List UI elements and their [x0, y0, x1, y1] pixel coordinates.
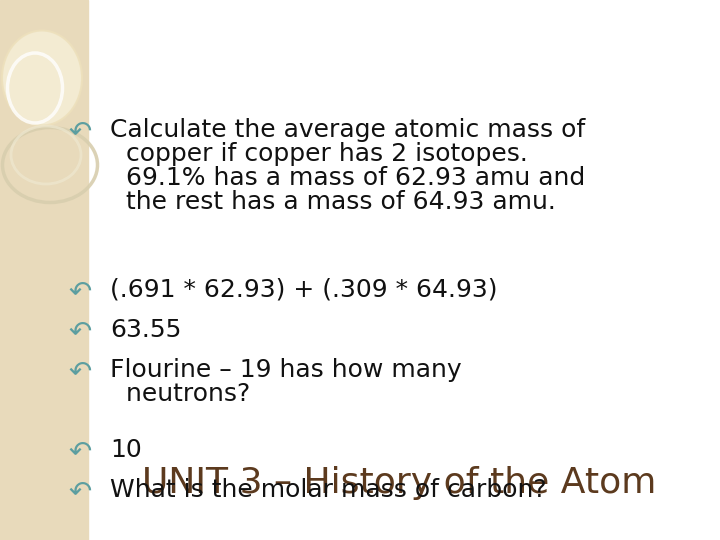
- Text: 63.55: 63.55: [110, 318, 181, 342]
- Text: Flourine – 19 has how many: Flourine – 19 has how many: [110, 358, 462, 382]
- Text: ↶: ↶: [68, 278, 92, 306]
- Text: ↶: ↶: [68, 478, 92, 506]
- Bar: [0, 0, 88, 540]
- Text: ↶: ↶: [68, 318, 92, 346]
- Text: neutrons?: neutrons?: [110, 382, 251, 406]
- Text: (.691 * 62.93) + (.309 * 64.93): (.691 * 62.93) + (.309 * 64.93): [110, 278, 498, 302]
- Text: copper if copper has 2 isotopes.: copper if copper has 2 isotopes.: [110, 142, 528, 166]
- Text: ↶: ↶: [68, 358, 92, 386]
- Text: Calculate the average atomic mass of: Calculate the average atomic mass of: [110, 118, 585, 142]
- Text: What is the molar mass of carbon?: What is the molar mass of carbon?: [110, 478, 546, 502]
- Text: UNIT 3 – History of the Atom: UNIT 3 – History of the Atom: [143, 467, 657, 500]
- Text: the rest has a mass of 64.93 amu.: the rest has a mass of 64.93 amu.: [110, 190, 556, 214]
- Text: 69.1% has a mass of 62.93 amu and: 69.1% has a mass of 62.93 amu and: [110, 166, 585, 190]
- Ellipse shape: [2, 30, 82, 125]
- Text: ↶: ↶: [68, 438, 92, 466]
- Text: 10: 10: [110, 438, 142, 462]
- Text: ↶: ↶: [68, 118, 92, 146]
